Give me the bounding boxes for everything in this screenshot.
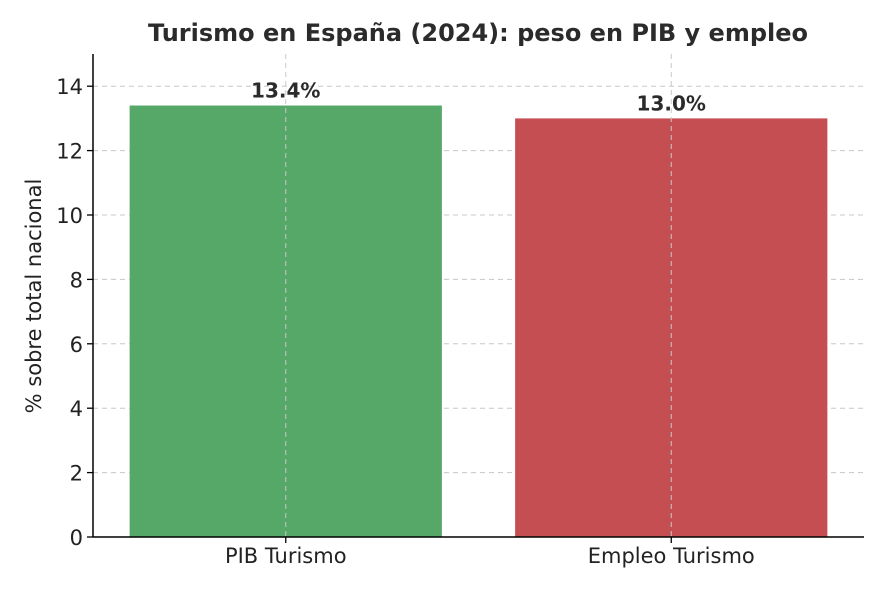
y-tick-label: 4 bbox=[70, 397, 83, 421]
y-tick-label: 14 bbox=[56, 75, 83, 99]
y-axis-label: % sobre total nacional bbox=[22, 179, 46, 414]
data-label: 13.4% bbox=[251, 79, 320, 103]
x-tick-label: Empleo Turismo bbox=[588, 544, 755, 568]
bar bbox=[129, 105, 442, 538]
chart-title: Turismo en España (2024): peso en PIB y … bbox=[148, 19, 808, 47]
y-tick-label: 12 bbox=[56, 140, 83, 164]
y-tick-label: 10 bbox=[56, 204, 83, 228]
y-tick-label: 6 bbox=[70, 333, 83, 357]
data-label: 13.0% bbox=[637, 91, 706, 115]
y-tick-label: 8 bbox=[70, 268, 83, 292]
x-tick-label: PIB Turismo bbox=[225, 544, 347, 568]
y-tick-label: 2 bbox=[70, 462, 83, 486]
y-tick-label: 0 bbox=[70, 526, 83, 550]
